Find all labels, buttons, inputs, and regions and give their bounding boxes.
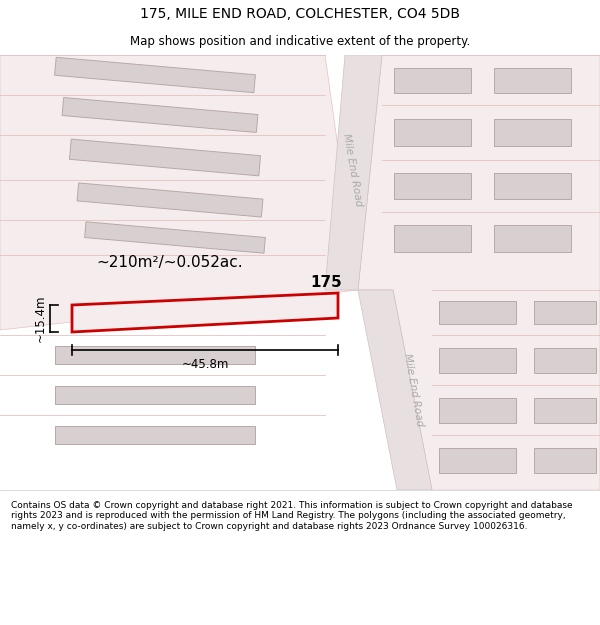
Polygon shape	[394, 119, 471, 146]
Polygon shape	[494, 68, 571, 92]
Polygon shape	[62, 98, 258, 132]
Polygon shape	[358, 290, 432, 490]
Polygon shape	[494, 225, 571, 252]
Polygon shape	[55, 386, 255, 404]
Polygon shape	[77, 183, 263, 217]
Text: ~15.4m: ~15.4m	[34, 295, 47, 343]
Polygon shape	[534, 398, 596, 422]
Polygon shape	[55, 426, 255, 444]
Text: 175, MILE END ROAD, COLCHESTER, CO4 5DB: 175, MILE END ROAD, COLCHESTER, CO4 5DB	[140, 7, 460, 21]
Polygon shape	[439, 301, 516, 324]
Polygon shape	[439, 398, 516, 422]
Polygon shape	[534, 301, 596, 324]
Polygon shape	[72, 293, 338, 332]
Text: Mile End Road: Mile End Road	[341, 132, 364, 208]
Polygon shape	[70, 139, 260, 176]
Polygon shape	[394, 225, 471, 252]
Polygon shape	[0, 55, 358, 330]
Polygon shape	[55, 58, 256, 92]
Polygon shape	[55, 346, 255, 364]
Text: ~210m²/~0.052ac.: ~210m²/~0.052ac.	[97, 255, 244, 270]
Polygon shape	[439, 348, 516, 372]
Polygon shape	[358, 55, 600, 490]
Polygon shape	[534, 448, 596, 472]
Polygon shape	[85, 222, 265, 253]
Text: Mile End Road: Mile End Road	[401, 352, 424, 428]
Text: Map shows position and indicative extent of the property.: Map shows position and indicative extent…	[130, 35, 470, 48]
Polygon shape	[325, 55, 382, 290]
Polygon shape	[394, 173, 471, 199]
Text: ~45.8m: ~45.8m	[181, 358, 229, 371]
Text: 175: 175	[310, 275, 342, 290]
Polygon shape	[534, 348, 596, 372]
Text: Contains OS data © Crown copyright and database right 2021. This information is : Contains OS data © Crown copyright and d…	[11, 501, 572, 531]
Polygon shape	[439, 448, 516, 472]
Polygon shape	[494, 119, 571, 146]
Polygon shape	[394, 68, 471, 92]
Polygon shape	[494, 173, 571, 199]
